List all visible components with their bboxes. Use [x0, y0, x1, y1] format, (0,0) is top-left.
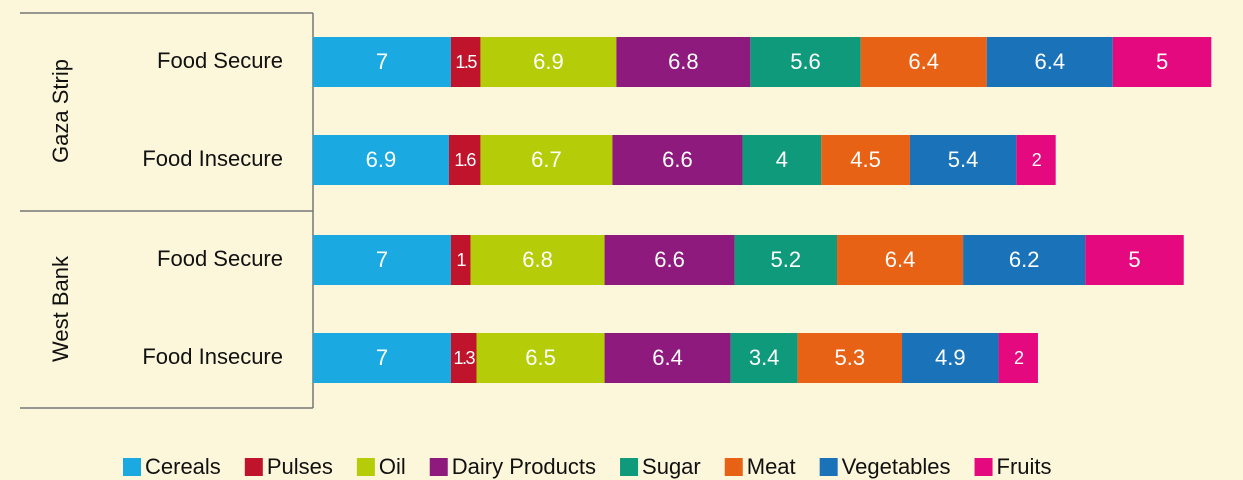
legend-label: Fruits: [997, 454, 1052, 479]
data-label: 5.3: [835, 345, 866, 370]
legend-label: Dairy Products: [452, 454, 596, 479]
legend-swatch: [429, 458, 448, 476]
data-label: 1.6: [454, 150, 476, 170]
legend-swatch: [356, 458, 375, 476]
bar-segment: [821, 135, 910, 185]
data-label: 2: [1014, 348, 1024, 368]
data-label: 6.2: [1009, 247, 1040, 272]
data-label: 6.9: [533, 49, 564, 74]
data-label: 6.6: [662, 147, 693, 172]
legend-label: Sugar: [642, 454, 701, 479]
data-label: 6.8: [522, 247, 553, 272]
legend-swatch: [123, 458, 141, 476]
bar-segment: [480, 135, 613, 185]
bar-segment: [476, 333, 605, 383]
bar-segment: [730, 333, 798, 383]
data-label: 6.4: [652, 345, 683, 370]
data-label: 5: [1156, 49, 1168, 74]
bar-segment: [450, 235, 471, 285]
data-label: 6.4: [1034, 49, 1065, 74]
bar-segment: [909, 135, 1017, 185]
data-label: 5.6: [790, 49, 821, 74]
data-label: 1.5: [455, 52, 477, 72]
category-label: Food Secure: [157, 246, 283, 271]
bar-segment: [313, 333, 451, 383]
bar-segment: [448, 135, 481, 185]
bar-segment: [313, 37, 451, 87]
bar-segment: [1016, 135, 1056, 185]
data-label: 4.9: [935, 345, 966, 370]
bar-segment: [616, 37, 751, 87]
bar-segment: [470, 235, 605, 285]
data-label: 1.3: [453, 348, 475, 368]
data-label: 4.5: [850, 147, 881, 172]
data-label: 5.4: [948, 147, 979, 172]
legend-swatch: [244, 458, 263, 476]
bar-segment: [902, 333, 999, 383]
bar-segment: [480, 37, 617, 87]
data-label: 7: [376, 345, 388, 370]
bar-segment: [1085, 235, 1184, 285]
legend-label: Pulses: [267, 454, 333, 479]
bar-segment: [313, 235, 451, 285]
legend-label: Cereals: [145, 454, 221, 479]
data-label: 6.9: [366, 147, 397, 172]
data-label: 4: [776, 147, 788, 172]
bar-segment: [742, 135, 822, 185]
bar-segment: [986, 37, 1113, 87]
bar-segment: [313, 135, 449, 185]
data-label: 6.7: [531, 147, 562, 172]
data-label: 6.4: [885, 247, 916, 272]
legend-swatch: [724, 458, 743, 476]
data-label: 2: [1032, 150, 1042, 170]
bar-segment: [612, 135, 743, 185]
bar-segment: [963, 235, 1086, 285]
group-label: Gaza Strip: [48, 59, 73, 163]
legend-swatch: [974, 458, 993, 476]
legend-swatch: [819, 458, 838, 476]
bar-segment: [1112, 37, 1212, 87]
legend-swatch: [620, 458, 639, 476]
bar-segment: [450, 37, 481, 87]
category-label: Food Secure: [157, 48, 283, 73]
data-label: 6.8: [668, 49, 699, 74]
bar-segment: [860, 37, 987, 87]
legend-label: Vegetables: [842, 454, 951, 479]
category-label: Food Insecure: [142, 146, 283, 171]
group-label: West Bank: [48, 255, 73, 362]
bar-segment: [837, 235, 964, 285]
bar-segment: [998, 333, 1038, 383]
data-label: 3.4: [749, 345, 780, 370]
legend-label: Meat: [747, 454, 796, 479]
data-label: 6.4: [908, 49, 939, 74]
data-label: 6.6: [654, 247, 685, 272]
data-label: 5: [1128, 247, 1140, 272]
category-label: Food Insecure: [142, 344, 283, 369]
legend-label: Oil: [379, 454, 406, 479]
data-label: 7: [376, 247, 388, 272]
bar-segment: [450, 333, 477, 383]
bar-segment: [750, 37, 861, 87]
data-label: 7: [376, 49, 388, 74]
data-label: 5.2: [771, 247, 802, 272]
bar-segment: [797, 333, 903, 383]
data-label: 6.5: [525, 345, 556, 370]
data-label: 1: [456, 250, 466, 270]
bar-segment: [604, 235, 735, 285]
bar-segment: [734, 235, 838, 285]
bar-segment: [604, 333, 731, 383]
